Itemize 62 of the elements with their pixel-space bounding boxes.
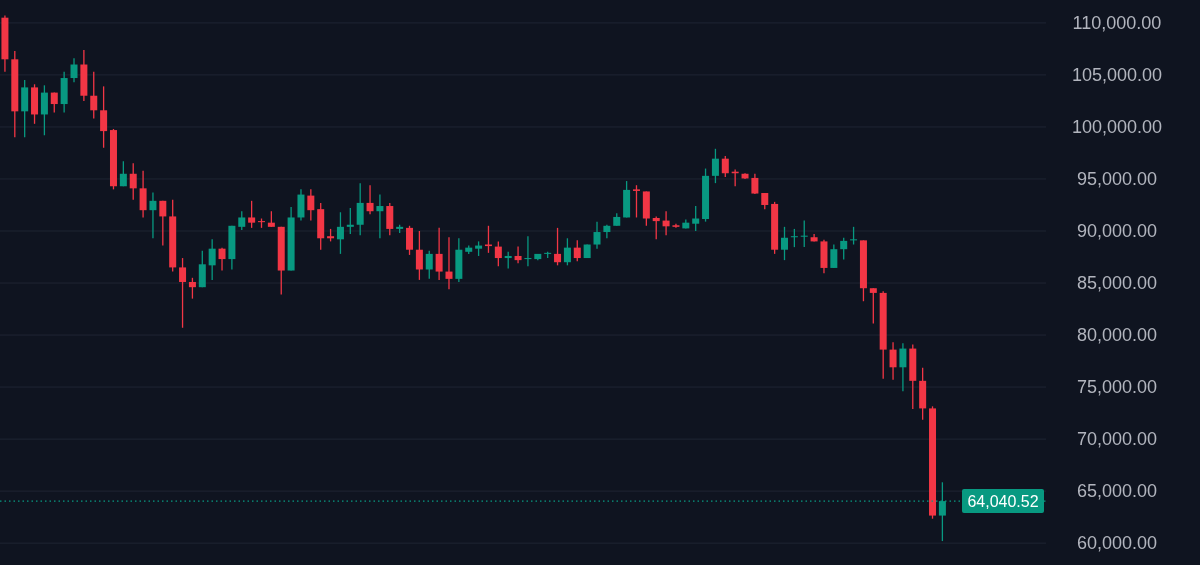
candlestick <box>198 250 206 288</box>
candlestick <box>129 162 137 201</box>
candlestick <box>297 188 305 222</box>
candlestick <box>563 237 571 266</box>
candlestick <box>899 342 907 392</box>
candlestick <box>593 220 601 250</box>
candlestick <box>40 84 48 136</box>
candlestick <box>188 277 196 300</box>
candlestick <box>840 237 848 261</box>
candlestick <box>149 191 157 239</box>
candlestick <box>869 287 877 325</box>
ref-line-label: 64,040.52 <box>967 492 1039 510</box>
candlestick <box>179 257 187 329</box>
candlestick <box>494 240 502 268</box>
candlestick <box>346 207 354 235</box>
candlestick <box>652 215 660 240</box>
candlestick <box>692 205 700 232</box>
y-tick-label: 110,000.00 <box>1072 13 1162 34</box>
candlestick <box>218 246 226 272</box>
candlestick <box>573 239 581 262</box>
candlestick <box>889 341 897 381</box>
candlestick <box>721 155 729 178</box>
y-tick-label: 90,000.00 <box>1076 221 1158 242</box>
candlestick <box>366 184 374 215</box>
candlestick <box>524 235 532 268</box>
candlestick <box>800 219 808 248</box>
y-tick-label: 100,000.00 <box>1071 117 1163 138</box>
candlestick <box>406 225 414 256</box>
candlestick <box>70 57 78 83</box>
candlestick <box>514 245 522 264</box>
candlestick <box>425 250 433 280</box>
candlestick <box>21 79 29 138</box>
candlestick <box>830 243 838 269</box>
candlestick <box>445 236 453 290</box>
y-tick-label: 95,000.00 <box>1076 169 1158 190</box>
candlestick <box>781 226 788 261</box>
candlestick <box>356 182 364 236</box>
y-tick-label: 105,000.00 <box>1071 65 1163 86</box>
y-tick-label: 70,000.00 <box>1076 429 1158 450</box>
candlestick <box>159 200 167 247</box>
candlestick <box>386 202 394 236</box>
y-tick-label: 60,000.00 <box>1076 533 1158 554</box>
y-tick-label: 80,000.00 <box>1076 325 1158 346</box>
candlestick <box>711 148 719 184</box>
y-tick-label: 65,000.00 <box>1076 481 1158 502</box>
candlestick <box>139 169 147 219</box>
candlestick <box>435 227 443 281</box>
y-tick-label: 85,000.00 <box>1076 273 1158 294</box>
candlestick <box>632 184 640 219</box>
candlestick <box>90 71 98 120</box>
candlestick <box>554 227 562 266</box>
candlestick <box>208 238 216 281</box>
candlestick <box>376 193 384 239</box>
candlestick <box>119 160 127 187</box>
y-tick-label: 75,000.00 <box>1076 377 1158 398</box>
candlestick <box>790 228 798 248</box>
candlestick <box>248 200 256 229</box>
candlestick <box>415 230 423 281</box>
candlestick <box>100 85 108 149</box>
candlestick <box>307 188 315 222</box>
candlestick <box>238 210 246 231</box>
candlestick <box>336 211 344 255</box>
